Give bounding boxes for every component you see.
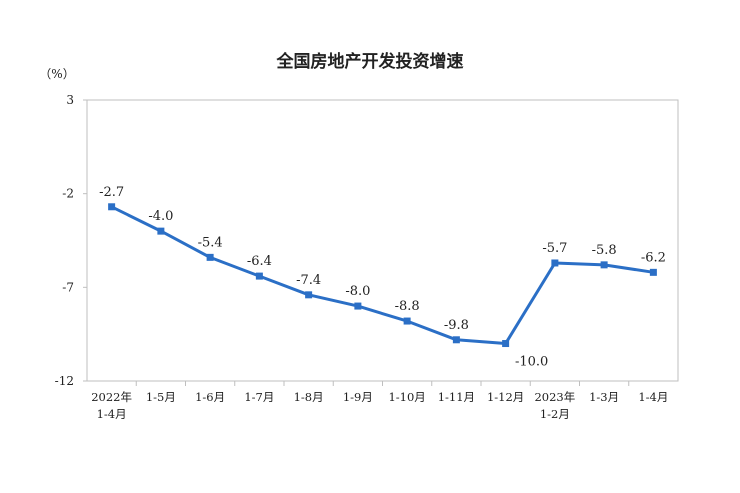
series-line: [110, 205, 654, 345]
y-axis-unit: （%）: [39, 67, 74, 81]
x-tick-label: 1-9月: [343, 390, 373, 404]
x-tick-label: 2023年: [534, 390, 575, 404]
x-tick-label: 1-4月: [97, 407, 127, 421]
x-tick-label: 1-12月: [487, 390, 524, 404]
x-tick-label: 1-6月: [195, 390, 225, 404]
x-tick-label: 1-10月: [388, 390, 425, 404]
y-tick-label: -7: [62, 280, 74, 294]
data-point: [157, 227, 165, 235]
data-point: [305, 291, 313, 299]
data-point: [255, 272, 263, 280]
data-label: -10.0: [515, 355, 548, 370]
data-point: [551, 259, 559, 267]
data-label: -9.8: [444, 318, 469, 333]
x-tick-label: 1-3月: [589, 390, 619, 404]
x-tick-label: 1-4月: [638, 390, 668, 404]
data-point: [452, 336, 460, 344]
chart-title: 全国房地产开发投资增速: [276, 51, 464, 72]
data-label: -8.8: [395, 299, 420, 314]
x-tick-label: 1-5月: [146, 390, 176, 404]
y-tick-label: 3: [66, 93, 74, 107]
data-point: [206, 253, 214, 261]
y-axis-ticks: 3 -2 -7 -12: [55, 93, 87, 388]
data-point: [403, 317, 411, 325]
data-label: -6.4: [247, 254, 272, 269]
data-label: -4.0: [148, 209, 173, 224]
data-label: -5.7: [542, 241, 567, 256]
data-series: [108, 203, 657, 348]
data-label: -2.7: [99, 185, 124, 200]
data-label: -6.2: [641, 250, 666, 265]
data-point: [354, 302, 362, 310]
x-axis-ticks: 2022年 1-4月 1-5月 1-6月 1-7月 1-8月 1-9月 1-10月 1-11月 1…: [91, 381, 668, 421]
x-tick-label: 1-7月: [244, 390, 274, 404]
x-tick-label: 2022年: [91, 390, 132, 404]
data-point: [600, 261, 608, 269]
x-tick-label: 1-2月: [540, 407, 570, 421]
y-tick-label: -2: [62, 187, 74, 201]
data-point: [649, 268, 657, 276]
data-label: -5.8: [592, 243, 617, 258]
data-point: [502, 340, 510, 348]
x-tick-label: 1-8月: [294, 390, 324, 404]
data-label: -5.4: [198, 235, 223, 250]
y-tick-label: -12: [55, 374, 74, 388]
data-point: [108, 203, 116, 211]
data-label: -8.0: [345, 284, 370, 299]
data-labels: -2.7 -4.0 -5.4 -6.4 -7.4 -8.0 -8.8 -9.8 -10.0 -5.…: [99, 185, 666, 370]
data-label: -7.4: [296, 273, 321, 288]
x-tick-label: 1-11月: [438, 390, 475, 404]
